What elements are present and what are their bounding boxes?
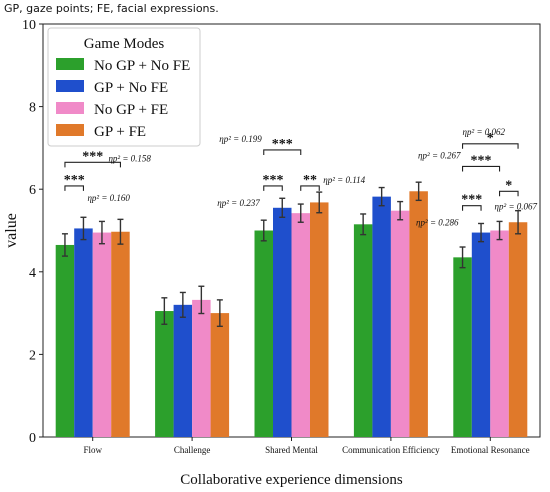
effect-size-label: ηp² = 0.237 [217,198,260,208]
legend-swatch [56,102,84,114]
significance-bracket [64,161,121,168]
significance-stars: *** [461,193,482,208]
legend-label: No GP + No FE [94,58,190,74]
bar [210,313,230,437]
bar [490,230,509,437]
bar [310,202,329,437]
x-tick-label: Shared Mental [265,445,318,455]
bar [192,299,211,437]
effect-size-label: ηp² = 0.160 [87,193,130,203]
significance-stars: *** [263,173,284,188]
significance-bracket [263,185,283,191]
significance-bracket [462,165,501,172]
legend-label: GP + No FE [94,80,168,96]
bar [453,257,472,437]
bar [353,224,373,437]
legend-label: No GP + FE [94,102,168,118]
bar [55,244,75,437]
legend-box [47,27,201,147]
legend-swatch [56,58,84,70]
bar [273,207,292,437]
effect-size-label: ηp² = 0.199 [219,134,262,144]
effect-size-label: ηp² = 0.286 [416,218,459,228]
significance-stars: * [487,131,494,146]
bar [409,191,428,437]
bar [155,311,174,437]
significance-stars: *** [471,153,492,168]
y-tick-label: 0 [29,431,36,446]
bar [173,304,193,437]
y-tick-label: 8 [29,101,36,116]
y-tick-label: 4 [29,266,36,281]
effect-size-label: ηp² = 0.067 [495,201,538,211]
bar [92,232,112,437]
y-tick-label: 2 [29,348,36,363]
significance-bracket [462,143,519,149]
x-tick-label: Emotional Resonance [451,445,530,455]
legend-title: Game Modes [84,36,165,52]
bar [372,196,391,437]
x-tick-label: Flow [83,445,102,455]
legend-label: GP + FE [94,124,146,140]
significance-bracket [462,205,482,211]
effect-size-label: ηp² = 0.114 [323,175,365,185]
x-tick-label: Challenge [174,445,211,455]
significance-bracket [300,185,320,191]
x-axis-label: Collaborative experience dimensions [180,472,403,488]
significance-bracket [64,185,84,191]
significance-stars: * [505,178,512,193]
effect-size-label: ηp² = 0.062 [463,127,506,137]
significance-stars: *** [82,149,103,164]
legend-swatch [56,124,84,136]
significance-stars: *** [272,137,293,152]
legend-swatch [56,80,84,92]
y-tick-label: 10 [22,18,36,33]
x-tick-label: Communication Efficiency [342,445,440,455]
bar [74,228,93,437]
effect-size-label: ηp² = 0.158 [108,153,151,163]
significance-stars: ** [303,173,317,188]
bar [471,232,491,437]
significance-bracket [263,149,302,155]
significance-bracket [499,190,519,197]
bar [111,231,130,437]
bar [254,230,273,437]
effect-size-label: ηp² = 0.267 [418,150,461,160]
y-axis-label: value [3,213,20,248]
y-tick-label: 6 [29,183,36,198]
significance-stars: *** [64,173,85,188]
figure-caption: GP, gaze points; FE, facial expressions. [4,2,219,15]
bar [390,210,410,437]
bar [291,213,310,437]
bar [508,222,528,437]
